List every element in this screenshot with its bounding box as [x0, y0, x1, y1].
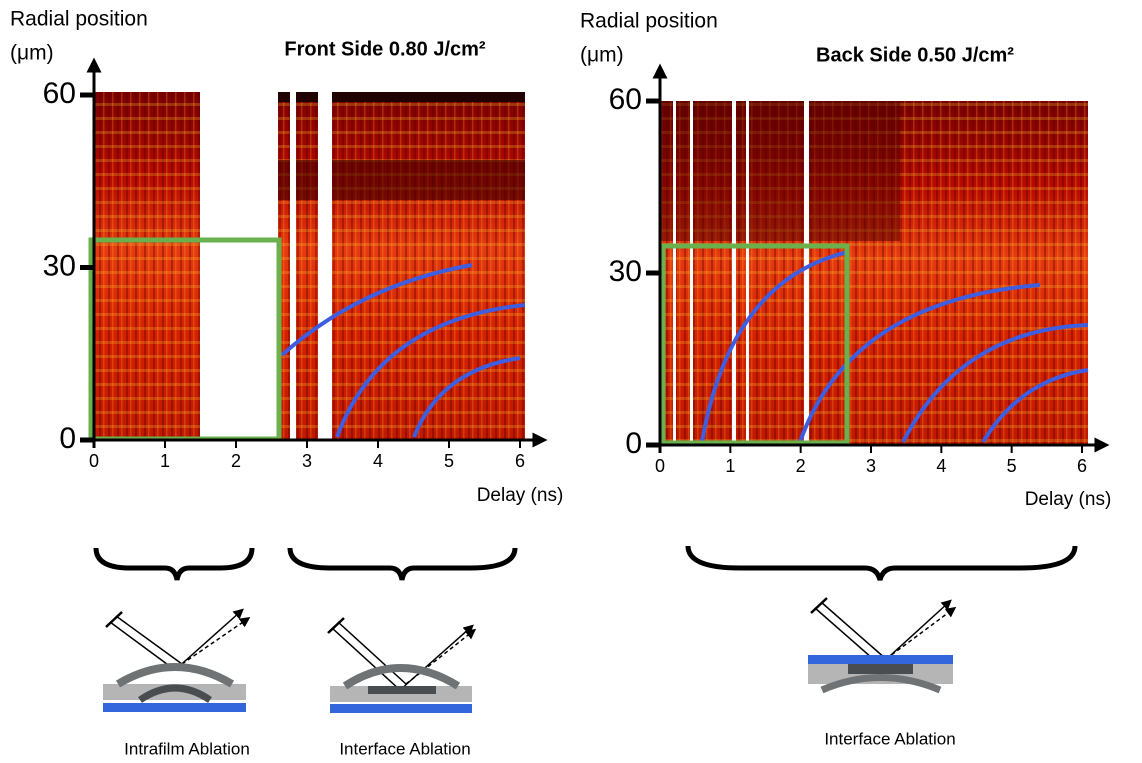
y-tick-label: 30	[609, 255, 642, 288]
x-tick-label: 0	[89, 451, 99, 471]
y-tick-label: 0	[625, 427, 642, 460]
x-tick-label: 2	[796, 456, 806, 476]
x-axis-label: Delay (ns)	[1025, 489, 1112, 510]
chart-title: Back Side 0.50 J/cm²	[816, 44, 1014, 66]
x-tick-label: 1	[725, 456, 735, 476]
heatmap-right	[660, 101, 1088, 445]
y-axis-label: Radial position	[580, 10, 718, 33]
y-tick-label: 30	[43, 249, 76, 282]
chart-title: Front Side 0.80 J/cm²	[284, 38, 486, 60]
y-tick-label: 60	[43, 77, 76, 110]
y-axis-label: (μm)	[580, 44, 624, 67]
x-tick-label: 6	[515, 451, 525, 471]
overlay-curves	[280, 250, 1089, 444]
braces	[93, 545, 1078, 581]
y-tick-label: 0	[59, 422, 76, 455]
annotation: Interface Ablation	[824, 729, 955, 748]
diagram-intrafilm	[103, 608, 251, 712]
x-tick-label: 5	[444, 451, 454, 471]
y-axis-label: Radial position	[10, 8, 148, 31]
y-axis-label: (μm)	[10, 42, 54, 65]
x-tick-label: 5	[1007, 456, 1017, 476]
y-tick-label: 60	[609, 83, 642, 116]
diagram-interface-right	[808, 597, 957, 694]
x-tick-label: 3	[866, 456, 876, 476]
heatmap-left	[94, 92, 525, 440]
x-tick-label: 2	[231, 451, 241, 471]
x-tick-label: 1	[160, 451, 170, 471]
x-tick-label: 0	[655, 456, 665, 476]
x-tick-label: 4	[373, 451, 383, 471]
x-tick-label: 4	[936, 456, 946, 476]
diagram-interface-left	[327, 617, 477, 713]
annotation: Intrafilm Ablation	[124, 739, 250, 758]
x-axis-label: Delay (ns)	[477, 485, 564, 506]
x-tick-label: 3	[302, 451, 312, 471]
x-tick-label: 6	[1077, 456, 1087, 476]
annotation: Interface Ablation	[339, 739, 470, 758]
